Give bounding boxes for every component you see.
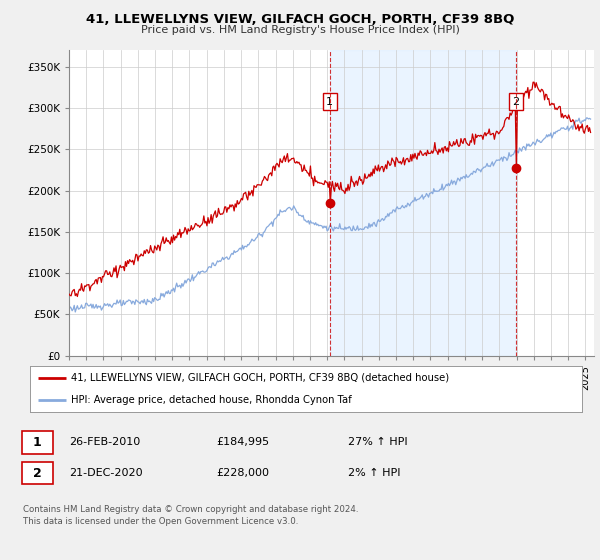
Text: £184,995: £184,995 (216, 437, 269, 447)
Text: Price paid vs. HM Land Registry's House Price Index (HPI): Price paid vs. HM Land Registry's House … (140, 25, 460, 35)
Text: £228,000: £228,000 (216, 468, 269, 478)
Text: 1: 1 (326, 96, 333, 106)
Text: 21-DEC-2020: 21-DEC-2020 (69, 468, 143, 478)
Text: 27% ↑ HPI: 27% ↑ HPI (348, 437, 407, 447)
Text: 2: 2 (512, 96, 520, 106)
Text: 2: 2 (33, 466, 41, 480)
Text: 41, LLEWELLYNS VIEW, GILFACH GOCH, PORTH, CF39 8BQ: 41, LLEWELLYNS VIEW, GILFACH GOCH, PORTH… (86, 13, 514, 26)
Bar (330, 50, 516, 356)
Text: HPI: Average price, detached house, Rhondda Cynon Taf: HPI: Average price, detached house, Rhon… (71, 395, 352, 405)
Text: 1: 1 (33, 436, 41, 449)
Text: 26-FEB-2010: 26-FEB-2010 (69, 437, 140, 447)
Text: Contains HM Land Registry data © Crown copyright and database right 2024.
This d: Contains HM Land Registry data © Crown c… (23, 505, 358, 526)
Text: 2% ↑ HPI: 2% ↑ HPI (348, 468, 401, 478)
Text: 41, LLEWELLYNS VIEW, GILFACH GOCH, PORTH, CF39 8BQ (detached house): 41, LLEWELLYNS VIEW, GILFACH GOCH, PORTH… (71, 372, 449, 382)
